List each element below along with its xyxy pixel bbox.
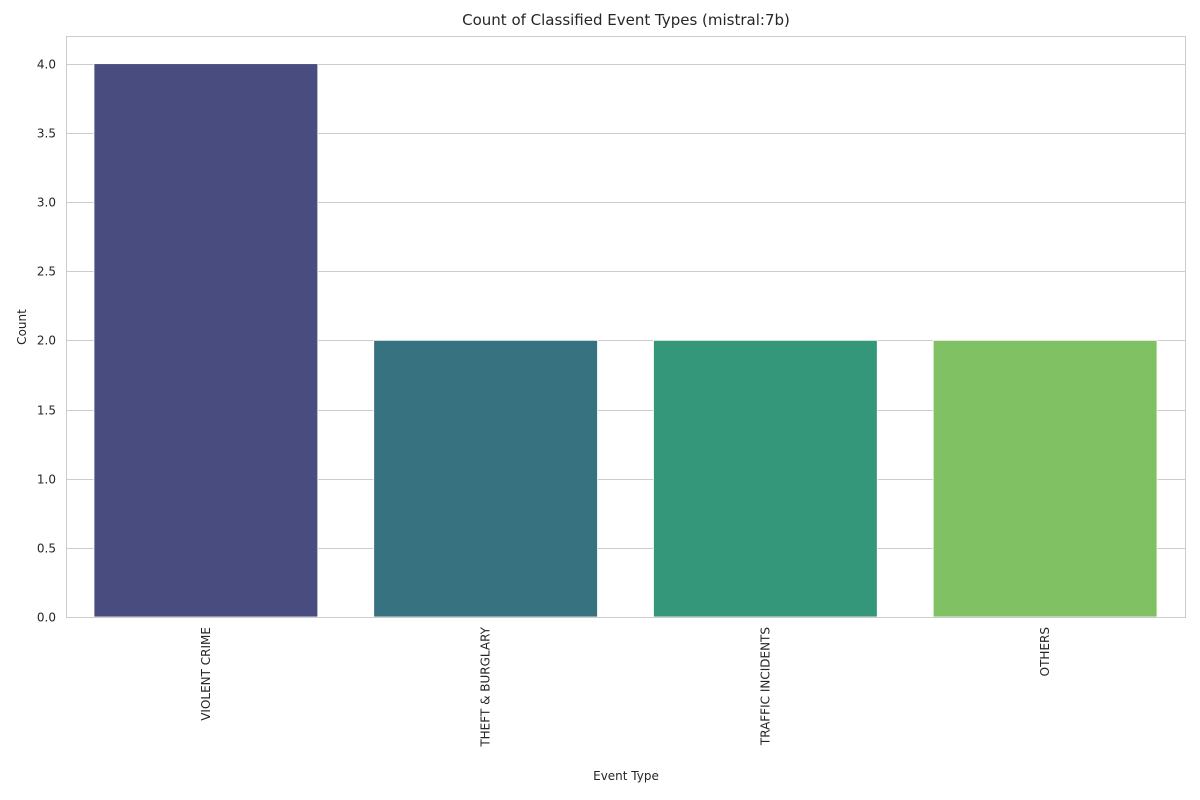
plot-frame: [66, 36, 1186, 618]
y-tick-label: 1.5: [37, 404, 56, 418]
y-tick-label: 3.5: [37, 127, 56, 141]
y-tick-label: 0.0: [37, 611, 56, 625]
x-tick-label: THEFT & BURGLARY: [479, 626, 493, 747]
bar-theft-burglary: [373, 339, 598, 618]
y-tick-label: 1.0: [37, 473, 56, 487]
bar-traffic-incidents: [653, 339, 878, 618]
bars: [93, 63, 1158, 618]
x-tick-label: VIOLENT CRIME: [199, 627, 213, 721]
x-tick-label: OTHERS: [1038, 627, 1052, 676]
x-tick-labels: VIOLENT CRIME THEFT & BURGLARY TRAFFIC INC…: [199, 626, 1052, 747]
y-tick-label: 2.5: [37, 265, 56, 279]
x-tick-label: TRAFFIC INCIDENTS: [758, 627, 772, 746]
chart-title: Count of Classified Event Types (mistral…: [462, 11, 790, 29]
x-axis-label: Event Type: [593, 769, 659, 783]
y-tick-label: 3.0: [37, 196, 56, 210]
y-tick-labels: 0.0 0.5 1.0 1.5 2.0 2.5 3.0 3.5 4.0: [37, 58, 56, 625]
y-tick-label: 4.0: [37, 58, 56, 72]
bar-others: [932, 339, 1158, 618]
y-axis-label: Count: [15, 309, 29, 345]
bar-violent-crime: [93, 63, 319, 618]
y-tick-label: 0.5: [37, 542, 56, 556]
y-tick-label: 2.0: [37, 334, 56, 348]
